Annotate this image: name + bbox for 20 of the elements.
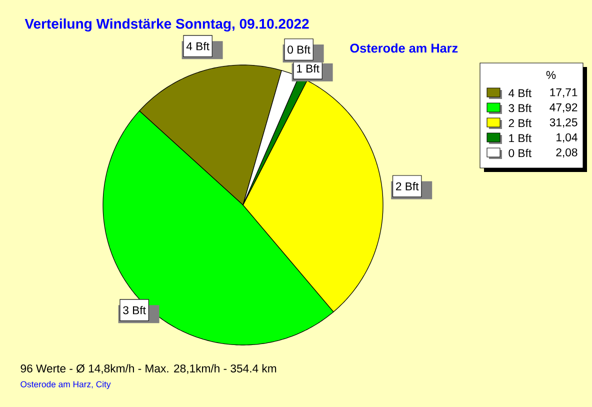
legend-title: % xyxy=(546,71,556,79)
data-label: 31,25 xyxy=(550,118,578,128)
slice-label: 0 Bft xyxy=(288,45,310,54)
slice-label: 3 Bft xyxy=(123,306,146,314)
data-label: 2,08 xyxy=(556,148,578,158)
data-label: 47,92 xyxy=(550,103,578,113)
legend-label: 3 Bft xyxy=(508,104,532,112)
text: Osterode am Harz, City xyxy=(20,380,111,390)
slice-label: 1 Bft xyxy=(297,64,320,73)
data-label: 1,04 xyxy=(556,133,578,143)
legend-label: 2 Bft xyxy=(508,118,532,128)
slice-label: 4 Bft xyxy=(186,42,210,50)
legend-label: 1 Bft xyxy=(509,134,532,142)
legend-label: 4 Bft xyxy=(508,88,532,98)
chart-subtitle: Osterode am Harz xyxy=(350,43,458,53)
legend-label: 0 Bft xyxy=(508,148,532,158)
slice-label: 2 Bft xyxy=(396,182,419,190)
chart-title: Verteilung Windstärke Sonntag, 09.10.2022 xyxy=(24,18,309,32)
data-label: 17,71 xyxy=(550,88,578,98)
text: 96 Werte - Ø 14,8km/h - Max. 28,1km/h - 354.4 km xyxy=(20,364,276,374)
